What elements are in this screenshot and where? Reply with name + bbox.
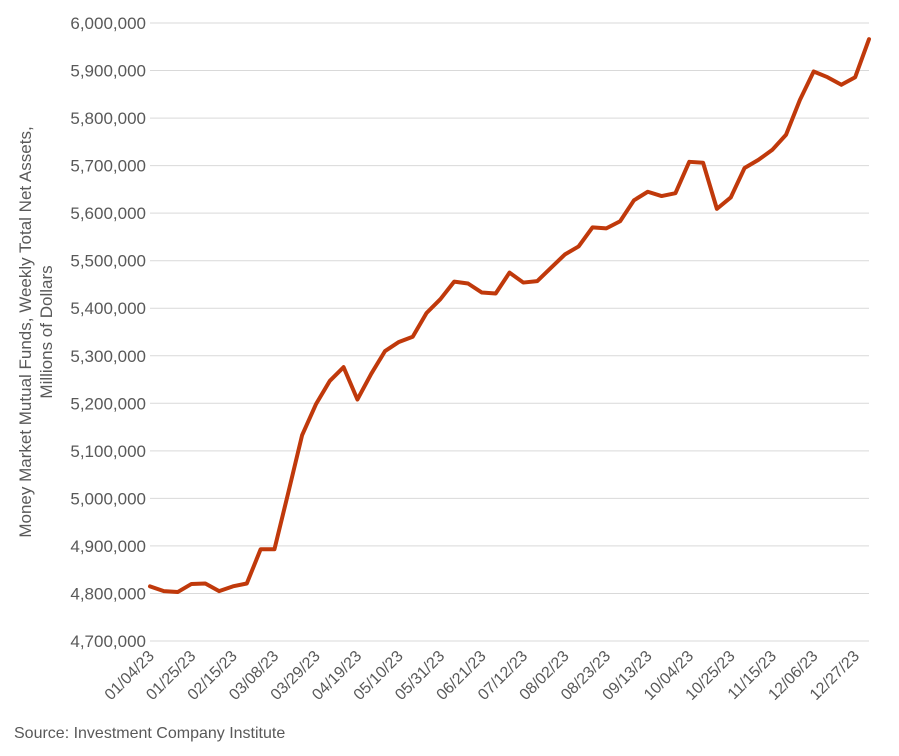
y-tick-label: 5,300,000 bbox=[70, 347, 146, 366]
y-tick-label: 6,000,000 bbox=[70, 14, 146, 33]
y-tick-label: 5,700,000 bbox=[70, 157, 146, 176]
y-tick-label: 4,700,000 bbox=[70, 632, 146, 651]
y-tick-label: 4,900,000 bbox=[70, 537, 146, 556]
y-tick-label: 5,800,000 bbox=[70, 109, 146, 128]
y-axis-label-line-1: Money Market Mutual Funds, Weekly Total … bbox=[16, 126, 35, 537]
y-tick-label: 4,800,000 bbox=[70, 584, 146, 603]
y-tick-label: 5,600,000 bbox=[70, 204, 146, 223]
y-axis-label: Money Market Mutual Funds, Weekly Total … bbox=[16, 126, 56, 537]
source-note: Source: Investment Company Institute bbox=[14, 725, 286, 742]
series-layer bbox=[148, 37, 871, 595]
y-tick-label: 5,500,000 bbox=[70, 252, 146, 271]
series-line-0 bbox=[148, 37, 871, 595]
y-tick-label: 5,200,000 bbox=[70, 394, 146, 413]
gridlines bbox=[150, 22, 869, 642]
x-axis-tick-labels: 01/04/2301/25/2302/15/2303/08/2303/29/23… bbox=[102, 648, 863, 704]
y-tick-label: 5,400,000 bbox=[70, 299, 146, 318]
y-tick-label: 5,000,000 bbox=[70, 489, 146, 508]
y-tick-label: 5,100,000 bbox=[70, 442, 146, 461]
y-tick-label: 5,900,000 bbox=[70, 62, 146, 81]
y-axis-label-line-2: Millions of Dollars bbox=[37, 265, 56, 398]
y-axis-tick-labels: 4,700,000 4,800,000 4,900,000 5,000,000 5,10… bbox=[70, 14, 146, 651]
